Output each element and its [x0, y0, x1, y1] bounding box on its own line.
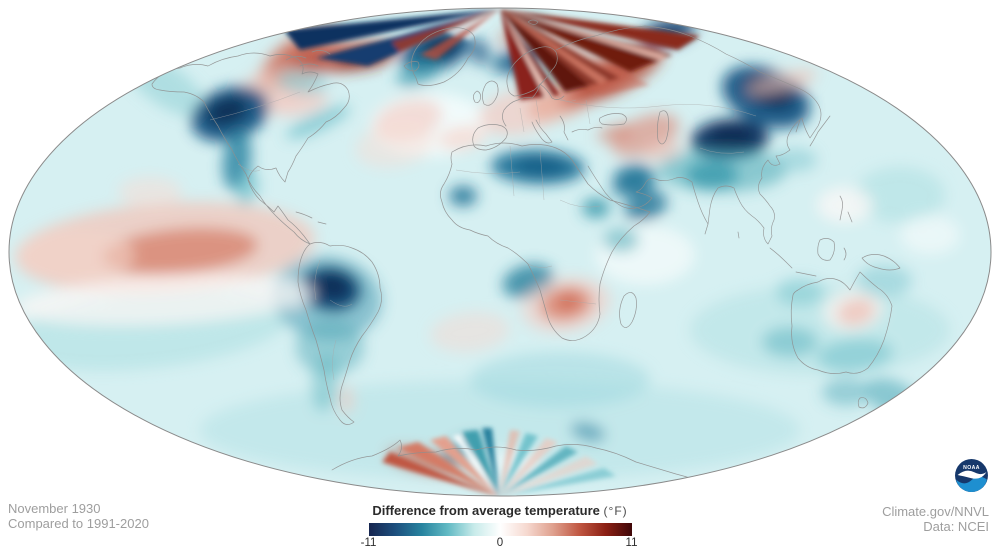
- credits: NOAA Climate.gov/NNVL Data: NCEI: [882, 458, 989, 534]
- noaa-logo-gull-icon: [957, 470, 987, 479]
- date-label: November 1930: [8, 501, 101, 516]
- noaa-logo: NOAA: [955, 459, 988, 492]
- tick-zero: 0: [496, 537, 504, 549]
- date-caption: November 1930 Compared to 1991-2020: [8, 501, 149, 531]
- legend: Difference from average temperature (°F)…: [335, 503, 665, 551]
- polar-streak-fans: [284, 9, 700, 496]
- legend-unit: (°F): [603, 504, 628, 518]
- colorbar-ticks: -11 0 11: [361, 537, 638, 551]
- credit-lines: Climate.gov/NNVL Data: NCEI: [882, 504, 989, 534]
- coastlines: [151, 19, 907, 485]
- colorbar: [368, 523, 632, 536]
- country-borders: [209, 91, 757, 381]
- legend-title: Difference from average temperature (°F): [335, 503, 665, 519]
- credit-data: Data: NCEI: [923, 519, 989, 534]
- baseline-label: Compared to 1991-2020: [8, 516, 149, 531]
- tick-max: 11: [625, 537, 638, 549]
- anomaly-blobs: [10, 17, 960, 480]
- legend-title-text: Difference from average temperature: [372, 503, 600, 518]
- noaa-logo-text: NOAA: [963, 465, 980, 471]
- credit-source: Climate.gov/NNVL: [882, 504, 989, 519]
- projection-outline: [8, 7, 992, 497]
- tick-min: -11: [360, 537, 377, 549]
- noaa-logo-wave: [956, 476, 987, 492]
